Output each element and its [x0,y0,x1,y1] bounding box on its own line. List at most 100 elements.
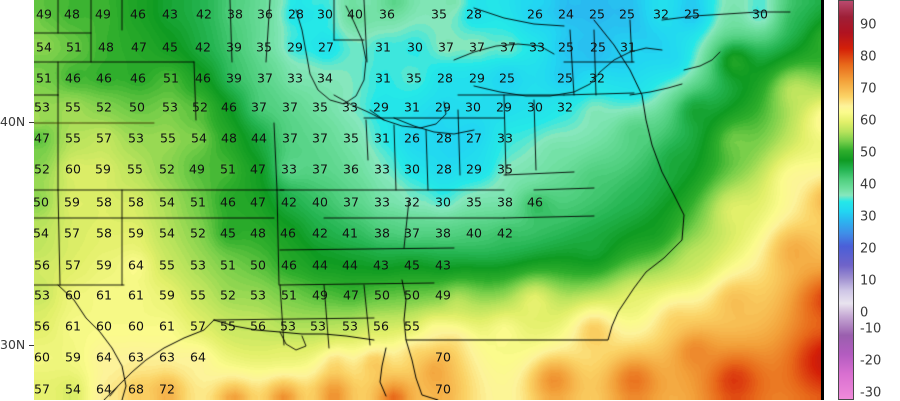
station-value: 56 [34,318,50,334]
station-value: 35 [431,6,447,22]
station-value: 55 [65,130,81,146]
colorbar-tick-30: 30 [860,209,877,225]
station-value: 42 [312,225,328,241]
station-value: 56 [34,257,50,273]
station-value: 47 [34,130,50,146]
station-value: 25 [558,39,574,55]
station-value: 30 [752,6,768,22]
station-value: 29 [287,39,303,55]
station-value: 59 [159,287,175,303]
station-value: 44 [251,130,267,146]
station-value: 35 [343,130,359,146]
station-value: 60 [34,349,50,365]
station-value: 37 [312,130,328,146]
station-value: 28 [466,6,482,22]
station-value: 48 [64,6,80,22]
station-value: 57 [65,257,81,273]
station-value: 52 [96,99,112,115]
station-value: 32 [589,70,605,86]
station-value: 54 [36,39,52,55]
station-value: 26 [527,6,543,22]
station-value: 55 [127,161,143,177]
station-value: 61 [65,318,81,334]
colorbar-tick-90: 90 [860,17,877,33]
station-value: 55 [65,99,81,115]
station-value: 51 [163,70,179,86]
station-value: 30 [404,161,420,177]
station-value: 50 [34,194,49,210]
station-value: 54 [65,381,81,397]
station-value: 41 [342,225,358,241]
station-value: 51 [66,39,82,55]
station-value: 45 [162,39,178,55]
station-value: 42 [195,39,211,55]
station-value: 35 [406,70,422,86]
station-value: 57 [64,225,80,241]
station-value: 30 [527,99,543,115]
station-value: 28 [436,130,452,146]
station-value: 52 [159,161,175,177]
lat-tick-40N [29,122,35,123]
station-value: 30 [407,39,423,55]
station-value: 38 [374,225,390,241]
station-value: 43 [373,257,389,273]
station-value: 49 [435,287,451,303]
station-value: 51 [220,161,236,177]
station-value: 36 [343,161,359,177]
station-value: 46 [527,194,543,210]
station-value: 38 [497,194,513,210]
station-value: 34 [317,70,333,86]
colorbar-tick-40: 40 [860,177,877,193]
station-value: 64 [96,349,112,365]
station-value: 56 [250,318,266,334]
station-value: 35 [256,39,272,55]
station-value: 46 [220,194,236,210]
station-value: 35 [497,161,513,177]
station-value: 29 [373,99,389,115]
station-value: 57 [190,318,206,334]
station-value: 59 [65,349,81,365]
station-value: 25 [684,6,700,22]
station-value: 52 [192,99,208,115]
station-value: 55 [190,287,206,303]
station-value: 46 [65,70,81,86]
station-value: 40 [466,225,482,241]
station-value: 46 [130,70,146,86]
station-value: 29 [496,99,512,115]
station-value: 42 [281,194,297,210]
station-value: 48 [98,39,114,55]
station-value: 48 [221,130,237,146]
station-value: 36 [257,6,273,22]
station-value: 57 [96,130,112,146]
station-value: 53 [34,99,50,115]
station-value: 61 [159,318,175,334]
station-value: 43 [162,6,178,22]
station-value: 27 [318,39,334,55]
station-value: 61 [128,287,144,303]
station-value: 72 [159,381,175,397]
lat-label-40N: 40N [0,114,26,129]
station-value: 38 [435,225,451,241]
station-value: 33 [529,39,545,55]
station-value: 51 [281,287,297,303]
station-value: 47 [131,39,147,55]
station-value: 32 [653,6,669,22]
station-value: 64 [96,381,112,397]
station-value: 29 [435,99,451,115]
station-value: 54 [34,225,49,241]
station-value: 45 [404,257,420,273]
station-value: 46 [221,99,237,115]
station-value: 29 [469,70,485,86]
station-value: 37 [500,39,516,55]
colorbar-tick-60: 60 [860,113,877,129]
station-value: 30 [465,99,481,115]
station-value: 33 [342,99,358,115]
station-value: 46 [130,6,146,22]
station-value: 70 [435,381,451,397]
station-value: 30 [435,194,451,210]
station-value: 28 [437,70,453,86]
station-value: 51 [220,257,236,273]
station-value: 64 [190,349,206,365]
station-value: 51 [190,194,206,210]
station-value: 54 [159,225,175,241]
